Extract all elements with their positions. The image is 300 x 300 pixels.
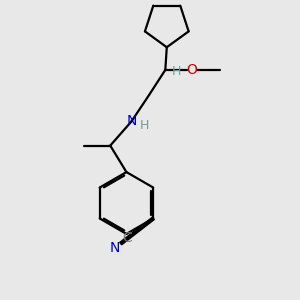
- Text: H: H: [172, 65, 181, 78]
- Text: C: C: [122, 232, 132, 245]
- Text: N: N: [126, 114, 136, 128]
- Text: O: O: [186, 63, 197, 77]
- Text: H: H: [140, 119, 149, 132]
- Text: N: N: [109, 242, 119, 256]
